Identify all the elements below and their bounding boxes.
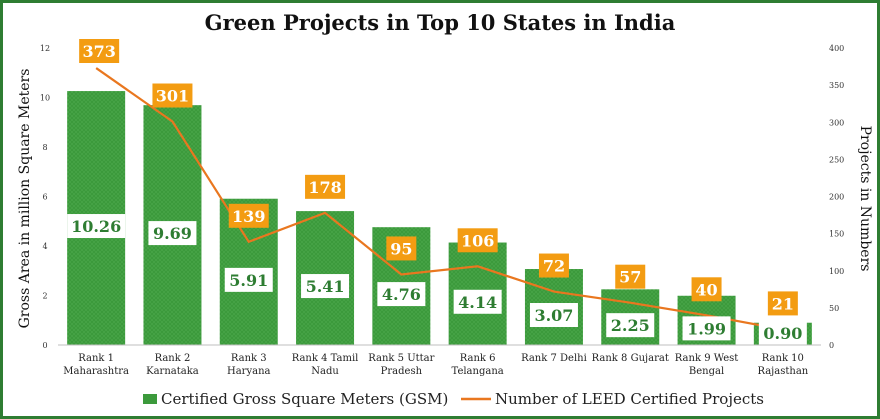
line-label-5: 95	[390, 239, 412, 258]
bar-label-box-4	[301, 274, 350, 299]
bar-label-9: 1.99	[687, 319, 726, 338]
y-tick-2: 2	[42, 292, 47, 301]
line-label-7: 72	[543, 257, 565, 276]
line-label-box-4	[305, 174, 346, 199]
y-axis-title: Gross Area in million Square Meters	[17, 69, 33, 329]
y2-tick-150: 150	[829, 230, 844, 239]
category-label-9-2: Bengal	[689, 366, 724, 377]
y2-tick-0: 0	[829, 341, 834, 350]
line-label-1: 373	[82, 42, 115, 61]
line-label-box-6	[457, 228, 498, 253]
legend-label-gsm: Certified Gross Square Meters (GSM)	[161, 390, 448, 408]
bar-label-1: 10.26	[71, 217, 121, 236]
line-label-9: 40	[695, 280, 717, 299]
y-tick-8: 8	[42, 143, 47, 152]
bar-label-box-6	[453, 289, 502, 314]
category-label-5-2: Pradesh	[381, 366, 423, 377]
y2-tick-400: 400	[829, 44, 844, 53]
y-tick-12: 12	[40, 44, 50, 53]
line-label-3: 139	[232, 207, 265, 226]
category-label-1-2: Maharashtra	[63, 366, 129, 377]
category-label-6-2: Telangana	[452, 366, 504, 377]
category-label-3-1: Rank 3	[231, 353, 267, 364]
category-label-8-1: Rank 8 Gujarat	[592, 353, 669, 364]
y-tick-10: 10	[40, 94, 50, 103]
bar-label-3: 5.91	[229, 271, 268, 290]
category-label-10-1: Rank 10	[762, 353, 804, 364]
y-tick-6: 6	[42, 193, 47, 202]
category-label-7-1: Rank 7 Delhi	[521, 353, 587, 364]
line-label-10: 21	[772, 294, 794, 313]
bar-label-8: 2.25	[611, 316, 650, 335]
bar-label-4: 5.41	[306, 277, 345, 296]
category-label-10-2: Rajasthan	[757, 366, 808, 377]
line-label-6: 106	[461, 231, 494, 250]
line-label-box-7	[538, 253, 569, 278]
chart-title: Green Projects in Top 10 States in India	[205, 10, 676, 35]
category-label-5-1: Rank 5 Uttar	[368, 353, 434, 364]
line-label-box-3	[228, 203, 269, 228]
category-label-2-1: Rank 2	[155, 353, 191, 364]
bar-label-box-9	[682, 316, 731, 341]
legend-label-projects: Number of LEED Certified Projects	[495, 390, 764, 408]
projects-line	[95, 67, 784, 331]
y-tick-0: 0	[42, 341, 47, 350]
line-label-8: 57	[619, 268, 641, 287]
y2-tick-250: 250	[829, 155, 844, 164]
bar-label-box-2	[148, 221, 197, 246]
legend-swatch-gsm	[143, 394, 157, 404]
y2-tick-100: 100	[829, 267, 844, 276]
bar-label-7: 3.07	[534, 306, 573, 325]
y2-tick-350: 350	[829, 81, 844, 90]
y2-tick-300: 300	[829, 118, 844, 127]
category-label-3-2: Haryana	[227, 366, 271, 377]
line-label-box-5	[386, 236, 417, 261]
bar-label-box-7	[529, 303, 578, 328]
y2-axis-title: Projects in Numbers	[857, 126, 873, 272]
line-label-box-2	[152, 83, 193, 108]
y-tick-4: 4	[42, 242, 47, 251]
category-label-2-2: Karnataka	[146, 366, 199, 377]
line-label-4: 178	[308, 178, 341, 197]
y2-tick-50: 50	[829, 304, 839, 313]
category-label-1-1: Rank 1	[78, 353, 114, 364]
bar-label-5: 4.76	[382, 285, 421, 304]
bar-label-6: 4.14	[458, 293, 497, 312]
chart-svg: Green Projects in Top 10 States in India…	[17, 10, 873, 408]
line-label-box-1	[79, 39, 120, 63]
bar-label-box-8	[606, 313, 655, 338]
line-label-box-9	[691, 277, 722, 302]
bar-label-2: 9.69	[153, 224, 192, 243]
category-label-4-1: Rank 4 Tamil	[292, 353, 359, 364]
bar-label-box-3	[224, 267, 273, 292]
bar-label-box-1	[67, 214, 126, 239]
bar-label-box-10	[758, 321, 807, 345]
bar-label-10: 0.90	[763, 324, 802, 343]
line-label-2: 301	[156, 87, 189, 106]
line-label-box-8	[615, 264, 646, 289]
category-label-4-2: Nadu	[311, 366, 339, 377]
line-label-box-10	[767, 291, 798, 316]
category-label-6-1: Rank 6	[460, 353, 496, 364]
bar-label-box-5	[377, 282, 426, 307]
category-label-9-1: Rank 9 West	[675, 353, 738, 364]
y2-tick-200: 200	[829, 193, 844, 202]
